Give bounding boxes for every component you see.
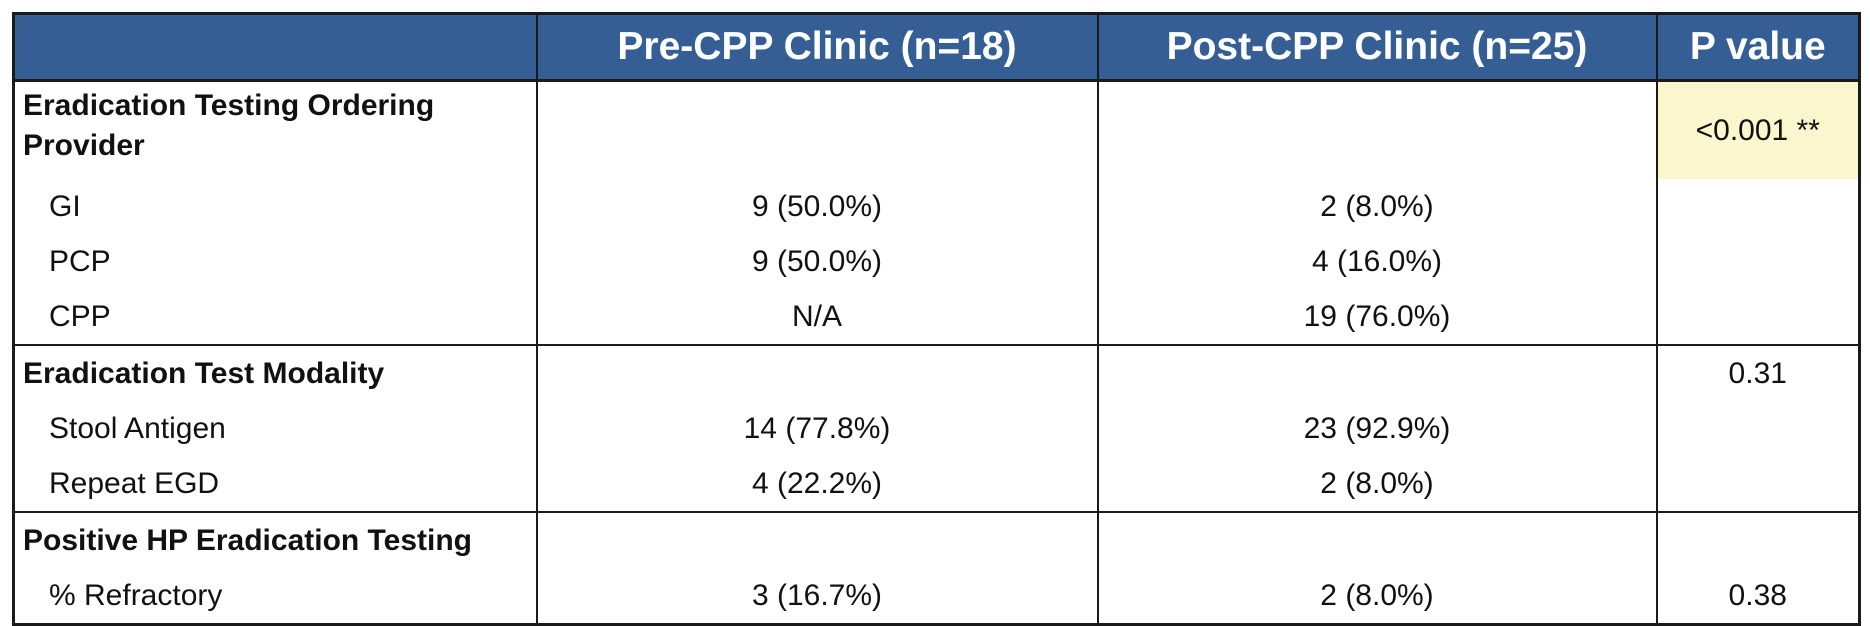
- results-table: Pre-CPP Clinic (n=18) Post-CPP Clinic (n…: [12, 12, 1861, 626]
- section-title: Eradication Testing Ordering Provider: [12, 79, 538, 179]
- table-row: Repeat EGD 4 (22.2%) 2 (8.0%): [12, 456, 1861, 512]
- empty-cell: [535, 344, 1099, 401]
- table-row: CPP N/A 19 (76.0%): [12, 289, 1861, 345]
- row-label: Stool Antigen: [12, 401, 538, 456]
- empty-cell: [1655, 289, 1861, 345]
- empty-cell: [1655, 179, 1861, 234]
- pre-value: 9 (50.0%): [535, 179, 1099, 234]
- row-label: % Refractory: [12, 568, 538, 626]
- header-p-value: P value: [1655, 12, 1861, 82]
- results-table-container: Pre-CPP Clinic (n=18) Post-CPP Clinic (n…: [12, 12, 1861, 626]
- empty-cell: [535, 511, 1099, 568]
- table-row: GI 9 (50.0%) 2 (8.0%): [12, 179, 1861, 234]
- section-title: Eradication Test Modality: [12, 344, 538, 401]
- empty-cell: [1096, 79, 1658, 179]
- pre-value: 9 (50.0%): [535, 234, 1099, 289]
- post-value: 4 (16.0%): [1096, 234, 1658, 289]
- post-value: 2 (8.0%): [1096, 456, 1658, 512]
- pre-value: 14 (77.8%): [535, 401, 1099, 456]
- empty-cell: [1655, 401, 1861, 456]
- empty-cell: [1096, 344, 1658, 401]
- pre-value: 4 (22.2%): [535, 456, 1099, 512]
- p-value: 0.31: [1655, 344, 1861, 401]
- section-title: Positive HP Eradication Testing: [12, 511, 538, 568]
- p-value: 0.38: [1655, 568, 1861, 626]
- post-value: 23 (92.9%): [1096, 401, 1658, 456]
- empty-cell: [1096, 511, 1658, 568]
- section-title-row: Eradication Testing Ordering Provider <0…: [12, 79, 1861, 179]
- post-value: 2 (8.0%): [1096, 179, 1658, 234]
- header-pre-cpp: Pre-CPP Clinic (n=18): [535, 12, 1099, 82]
- empty-cell: [535, 79, 1099, 179]
- row-label: GI: [12, 179, 538, 234]
- header-post-cpp: Post-CPP Clinic (n=25): [1096, 12, 1658, 82]
- table-row: PCP 9 (50.0%) 4 (16.0%): [12, 234, 1861, 289]
- pre-value: N/A: [535, 289, 1099, 345]
- header-empty-cell: [12, 12, 538, 82]
- post-value: 2 (8.0%): [1096, 568, 1658, 626]
- empty-cell: [1655, 234, 1861, 289]
- empty-cell: [1655, 456, 1861, 512]
- post-value: 19 (76.0%): [1096, 289, 1658, 345]
- table-row: % Refractory 3 (16.7%) 2 (8.0%) 0.38: [12, 568, 1861, 626]
- p-value: <0.001 **: [1655, 79, 1861, 179]
- pre-value: 3 (16.7%): [535, 568, 1099, 626]
- empty-cell: [1655, 511, 1861, 568]
- row-label: PCP: [12, 234, 538, 289]
- section-title-row: Eradication Test Modality 0.31: [12, 344, 1861, 401]
- section-title-row: Positive HP Eradication Testing: [12, 511, 1861, 568]
- row-label: CPP: [12, 289, 538, 345]
- row-label: Repeat EGD: [12, 456, 538, 512]
- header-row: Pre-CPP Clinic (n=18) Post-CPP Clinic (n…: [12, 12, 1861, 82]
- table-row: Stool Antigen 14 (77.8%) 23 (92.9%): [12, 401, 1861, 456]
